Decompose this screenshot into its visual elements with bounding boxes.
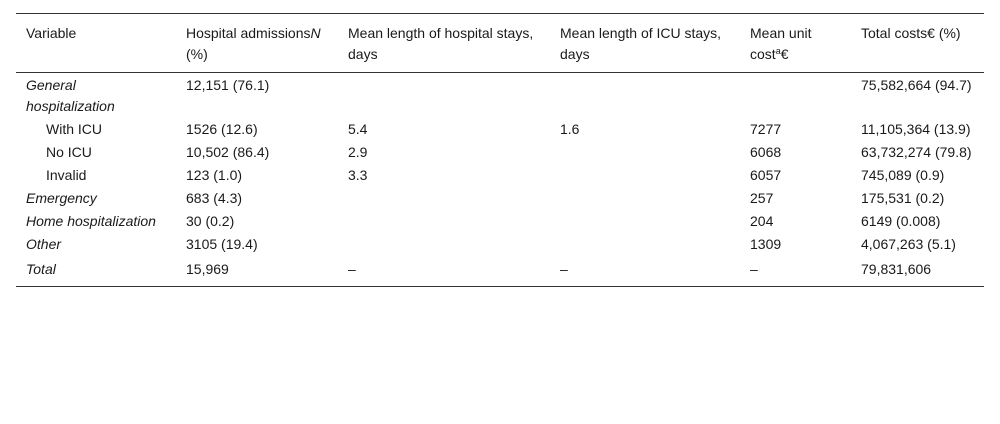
cell-icu-stay (550, 164, 740, 187)
cell-hospital-stay: – (348, 261, 356, 277)
cell-unit-cost (740, 73, 851, 119)
cell-total-costs: 745,089 (0.9) (861, 167, 945, 183)
cell-hospital-stay (338, 73, 550, 119)
table-row: Emergency 683 (4.3) 257 175,531 (0.2) (16, 187, 984, 210)
cell-unit-cost: 204 (750, 213, 774, 229)
table-row-total: Total 15,969 – – – 79,831,606 (16, 256, 984, 287)
cell-variable: Emergency (26, 190, 97, 206)
cell-admissions: 683 (4.3) (186, 190, 243, 206)
cell-admissions: 3105 (19.4) (186, 236, 258, 252)
cell-total-costs: 6149 (0.008) (861, 213, 941, 229)
table-row: General hospitalization 12,151 (76.1) 75… (16, 73, 984, 119)
cell-variable: With ICU (46, 121, 102, 137)
header-unit-cost-text: Mean unit cost (750, 25, 812, 62)
header-icu-stay: Mean length of ICU stays, days (560, 25, 722, 62)
table-row: With ICU 1526 (12.6) 5.4 1.6 7277 11,105… (16, 118, 984, 141)
header-unit-cost: Mean unit costa€ (740, 14, 851, 73)
cell-icu-stay (550, 233, 740, 256)
header-hospital-admissions: Hospital admissionsN (%) (176, 14, 338, 73)
cell-icu-stay (550, 141, 740, 164)
cell-unit-cost: 6057 (750, 167, 782, 183)
cell-total-costs: 79,831,606 (861, 261, 932, 277)
cell-hospital-stay: 2.9 (348, 144, 368, 160)
table-row: Other 3105 (19.4) 1309 4,067,263 (5.1) (16, 233, 984, 256)
cell-hospital-stay (338, 210, 550, 233)
cell-admissions: 10,502 (86.4) (186, 144, 270, 160)
cell-unit-cost: – (750, 261, 758, 277)
cell-total-costs: 175,531 (0.2) (861, 190, 945, 206)
cell-icu-stay: – (560, 261, 568, 277)
cell-total-costs: 75,582,664 (94.7) (861, 77, 972, 93)
cell-admissions: 12,151 (76.1) (186, 77, 270, 93)
cell-unit-cost: 7277 (750, 121, 782, 137)
cell-total-costs: 63,732,274 (79.8) (861, 144, 972, 160)
cell-variable: Total (26, 261, 56, 277)
cell-hospital-stay (338, 187, 550, 210)
table-row: Home hospitalization 30 (0.2) 204 6149 (… (16, 210, 984, 233)
cell-unit-cost: 1309 (750, 236, 782, 252)
table-row: Invalid 123 (1.0) 3.3 6057 745,089 (0.9) (16, 164, 984, 187)
cell-icu-stay (550, 210, 740, 233)
cell-variable: Other (26, 236, 62, 252)
cell-unit-cost: 257 (750, 190, 774, 206)
header-unit-cost-footnote: a (775, 46, 781, 56)
cell-icu-stay (550, 73, 740, 119)
header-admissions-text: Hospital admissions (186, 25, 311, 41)
cell-variable: No ICU (46, 144, 92, 160)
header-admissions-n: N (310, 25, 321, 41)
cell-unit-cost: 6068 (750, 144, 782, 160)
cell-icu-stay: 1.6 (560, 121, 580, 137)
header-hospital-stay: Mean length of hospital stays, days (348, 25, 534, 62)
table-header-row: Variable Hospital admissionsN (%) Mean l… (16, 13, 984, 73)
cell-variable: Invalid (46, 167, 87, 183)
hospitalization-cost-table: Variable Hospital admissionsN (%) Mean l… (16, 13, 984, 287)
cell-icu-stay (550, 187, 740, 210)
table-row: No ICU 10,502 (86.4) 2.9 6068 63,732,274… (16, 141, 984, 164)
cell-variable: Home hospitalization (26, 213, 156, 229)
cell-hospital-stay: 3.3 (348, 167, 368, 183)
cell-admissions: 1526 (12.6) (186, 121, 258, 137)
cell-total-costs: 4,067,263 (5.1) (861, 236, 956, 252)
cell-hospital-stay (338, 233, 550, 256)
cell-total-costs: 11,105,364 (13.9) (861, 121, 971, 137)
cell-admissions: 30 (0.2) (186, 213, 235, 229)
cell-admissions: 15,969 (186, 261, 229, 277)
header-unit-cost-currency: € (780, 46, 789, 62)
cell-variable: General hospitalization (26, 77, 115, 114)
header-admissions-pct: (%) (186, 46, 208, 62)
cell-hospital-stay: 5.4 (348, 121, 368, 137)
cell-admissions: 123 (1.0) (186, 167, 243, 183)
header-variable: Variable (26, 25, 77, 41)
cost-table-container: Variable Hospital admissionsN (%) Mean l… (16, 13, 984, 287)
header-total-costs: Total costs€ (%) (861, 25, 961, 41)
